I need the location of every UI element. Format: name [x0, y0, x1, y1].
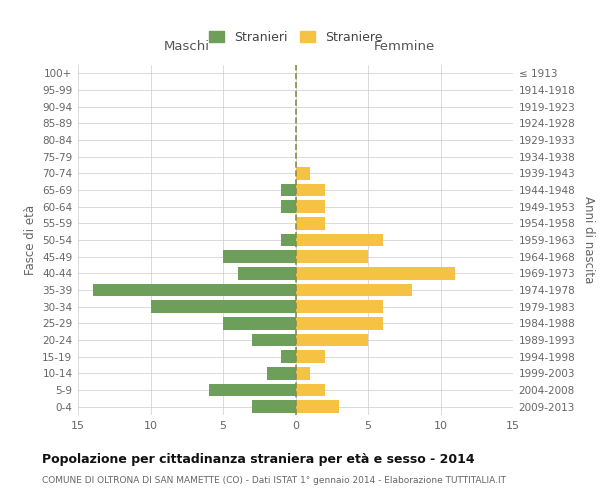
- Bar: [296, 250, 368, 263]
- Bar: [296, 284, 412, 296]
- Bar: [296, 267, 455, 280]
- Bar: [296, 384, 325, 396]
- Bar: [296, 217, 325, 230]
- Bar: [281, 200, 296, 213]
- Bar: [209, 384, 296, 396]
- Bar: [296, 300, 383, 313]
- Bar: [296, 200, 325, 213]
- Bar: [151, 300, 296, 313]
- Bar: [238, 267, 296, 280]
- Bar: [252, 334, 296, 346]
- Bar: [296, 167, 310, 179]
- Bar: [281, 184, 296, 196]
- Bar: [281, 350, 296, 363]
- Bar: [296, 400, 339, 413]
- Bar: [252, 400, 296, 413]
- Y-axis label: Anni di nascita: Anni di nascita: [582, 196, 595, 284]
- Text: Femmine: Femmine: [374, 40, 435, 52]
- Bar: [296, 350, 325, 363]
- Bar: [223, 317, 296, 330]
- Text: Popolazione per cittadinanza straniera per età e sesso - 2014: Popolazione per cittadinanza straniera p…: [42, 452, 475, 466]
- Y-axis label: Fasce di età: Fasce di età: [23, 205, 37, 275]
- Bar: [266, 367, 296, 380]
- Legend: Stranieri, Straniere: Stranieri, Straniere: [204, 26, 387, 49]
- Bar: [223, 250, 296, 263]
- Bar: [92, 284, 296, 296]
- Bar: [296, 317, 383, 330]
- Bar: [296, 334, 368, 346]
- Bar: [296, 184, 325, 196]
- Bar: [296, 234, 383, 246]
- Bar: [296, 367, 310, 380]
- Text: COMUNE DI OLTRONA DI SAN MAMETTE (CO) - Dati ISTAT 1° gennaio 2014 - Elaborazion: COMUNE DI OLTRONA DI SAN MAMETTE (CO) - …: [42, 476, 506, 485]
- Bar: [281, 234, 296, 246]
- Text: Maschi: Maschi: [164, 40, 210, 52]
